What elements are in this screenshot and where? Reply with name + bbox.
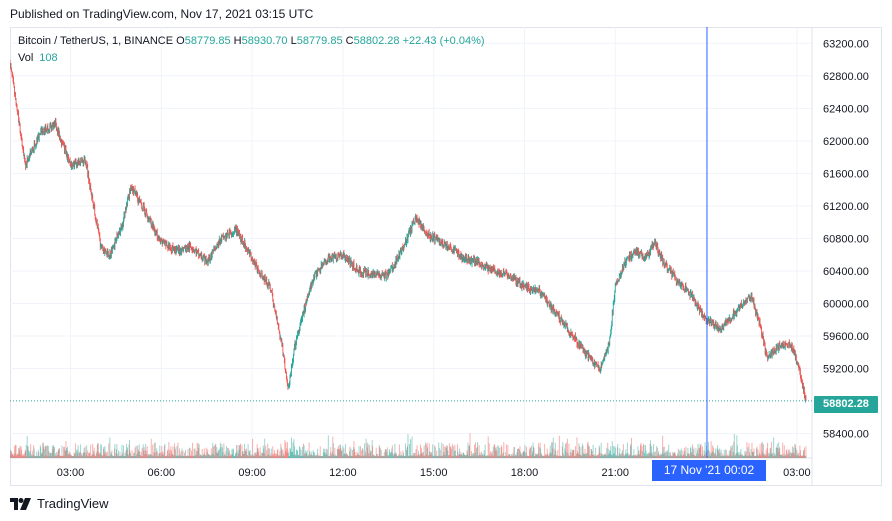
candles-group bbox=[10, 60, 807, 403]
y-tick-label: 61200.00 bbox=[823, 201, 869, 213]
volume-value: 108 bbox=[39, 52, 58, 64]
y-tick-label: 63200.00 bbox=[823, 38, 869, 50]
ohlc-legend: Bitcoin / TetherUS, 1, BINANCE O58779.85… bbox=[18, 35, 485, 47]
chart-frame bbox=[10, 27, 882, 486]
volume-label: Vol bbox=[18, 52, 34, 64]
y-tick-label: 62400.00 bbox=[823, 103, 869, 115]
crosshair-time-tag: 17 Nov '21 00:02 bbox=[652, 460, 766, 481]
tradingview-brand[interactable]: TradingView bbox=[10, 496, 109, 511]
high-label: H bbox=[233, 35, 242, 47]
y-tick-label: 58400.00 bbox=[823, 429, 869, 441]
last-price-tag: 58802.28 bbox=[814, 396, 878, 413]
y-tick-label: 61600.00 bbox=[823, 168, 869, 180]
volume-legend: Vol 108 bbox=[18, 52, 58, 64]
published-note: Published on TradingView.com, Nov 17, 20… bbox=[10, 7, 314, 21]
y-tick-label: 60800.00 bbox=[823, 233, 869, 245]
low-label: L bbox=[290, 35, 297, 47]
close-value: 58802.28 bbox=[353, 35, 400, 47]
change-value: +22.43 (+0.04%) bbox=[402, 35, 485, 47]
y-tick-label: 59200.00 bbox=[823, 364, 869, 376]
open-value: 58779.85 bbox=[184, 35, 231, 47]
high-value: 58930.70 bbox=[241, 35, 288, 47]
x-tick-label: 15:00 bbox=[420, 467, 448, 479]
open-label: O bbox=[176, 35, 185, 47]
x-tick-label: 03:00 bbox=[783, 467, 811, 479]
y-tick-label: 60400.00 bbox=[823, 266, 869, 278]
x-tick-label: 06:00 bbox=[148, 467, 176, 479]
volume-group bbox=[10, 433, 807, 458]
tradingview-logo-icon bbox=[10, 497, 31, 510]
close-label: C bbox=[345, 35, 354, 47]
low-value: 58779.85 bbox=[296, 35, 343, 47]
x-tick-label: 21:00 bbox=[602, 467, 630, 479]
x-tick-label: 18:00 bbox=[511, 467, 539, 479]
y-tick-label: 60000.00 bbox=[823, 298, 869, 310]
symbol-label[interactable]: Bitcoin / TetherUS, 1, BINANCE bbox=[18, 35, 174, 47]
price-chart[interactable]: 63200.00 62800.00 62400.00 62000.00 61600.00… bbox=[10, 27, 882, 486]
x-tick-label: 09:00 bbox=[238, 467, 266, 479]
y-tick-label: 62000.00 bbox=[823, 136, 869, 148]
y-tick-label: 62800.00 bbox=[823, 71, 869, 83]
brand-label: TradingView bbox=[37, 496, 109, 511]
y-tick-label: 59600.00 bbox=[823, 331, 869, 343]
x-tick-label: 03:00 bbox=[57, 467, 85, 479]
x-tick-label: 12:00 bbox=[329, 467, 357, 479]
